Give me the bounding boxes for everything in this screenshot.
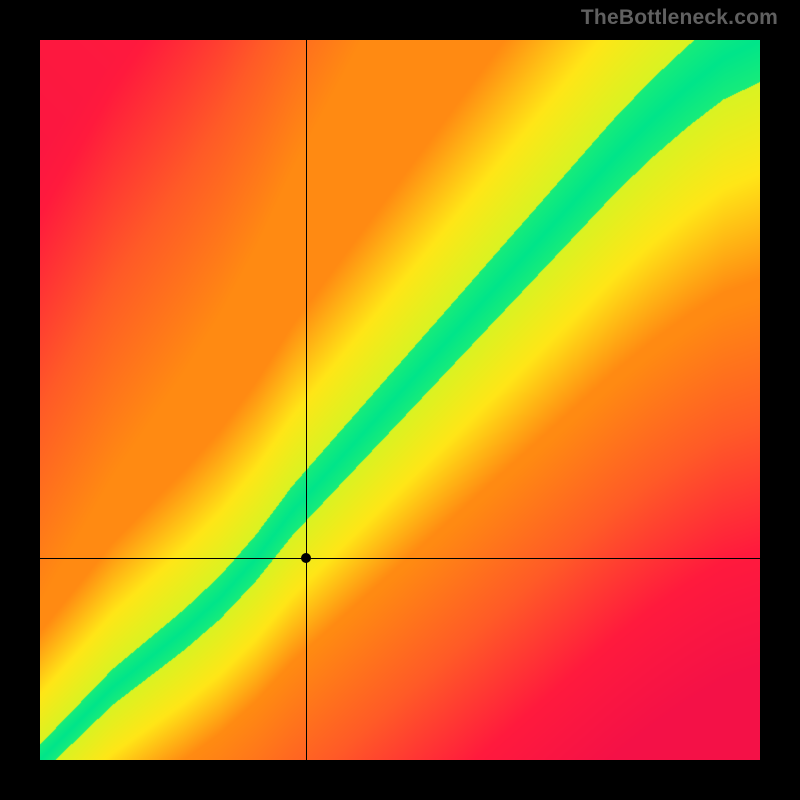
heatmap-canvas	[40, 40, 760, 760]
attribution-text: TheBottleneck.com	[581, 6, 778, 30]
heatmap-plot	[40, 40, 760, 760]
chart-frame: TheBottleneck.com	[0, 0, 800, 800]
